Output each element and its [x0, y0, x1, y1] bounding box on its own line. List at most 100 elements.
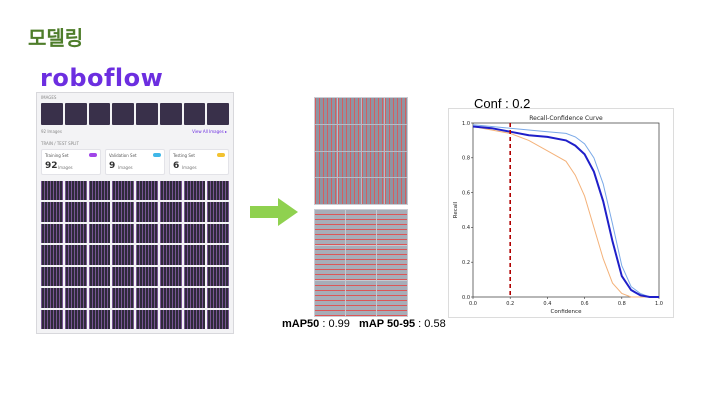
card-unit: Images — [182, 165, 197, 170]
thumbnail — [315, 245, 345, 281]
thumbnail — [159, 309, 182, 329]
x-axis-label: Confidence — [551, 309, 583, 315]
map5095-label: mAP 50-95 — [359, 318, 416, 330]
card-label: Validation Set — [109, 153, 137, 158]
thumbnail — [315, 98, 338, 124]
thumbnail — [41, 103, 63, 125]
thumbnail — [384, 98, 407, 124]
thumbnail — [346, 245, 376, 281]
thumbnail — [159, 245, 182, 265]
thumbnail — [112, 266, 134, 287]
card-unit: Images — [58, 165, 73, 170]
image-grid — [41, 181, 229, 329]
slide-title: 모델링 — [28, 26, 84, 50]
right-arrow-icon — [250, 198, 298, 226]
thumbnail — [338, 151, 361, 178]
thumbnail — [112, 223, 134, 244]
series-line-all — [472, 125, 659, 298]
roboflow-logo: roboflow — [40, 64, 164, 92]
thumbnail — [64, 202, 87, 222]
validation-set-card: Validation Set 9 Images — [105, 149, 165, 175]
thumbnail — [183, 245, 206, 265]
image-count: 92 Images — [41, 129, 62, 134]
detection-results-mosaic-bottom — [314, 209, 408, 317]
y-tick-label: 0.0 — [462, 295, 470, 301]
map50-value: : 0.99 — [319, 318, 350, 330]
thumbnail — [41, 266, 63, 287]
thumbnail — [88, 288, 111, 308]
thumbnail — [207, 103, 229, 125]
thumbnail — [136, 103, 158, 125]
testing-badge — [217, 153, 225, 157]
thumbnail — [338, 98, 361, 124]
thumbnail — [207, 309, 229, 329]
thumbnail — [183, 181, 206, 201]
thumbnail — [384, 151, 407, 178]
training-badge — [89, 153, 97, 157]
thumbnail — [361, 124, 384, 151]
thumbnail — [207, 266, 229, 287]
thumbnail — [41, 223, 63, 244]
thumbnail — [88, 223, 111, 244]
thumbnail — [136, 309, 158, 329]
image-thumbnail-strip — [41, 103, 229, 125]
thumbnail — [88, 266, 111, 287]
x-tick-label: 0.4 — [543, 301, 551, 307]
card-count: 92 — [45, 161, 58, 171]
card-unit: Images — [118, 165, 133, 170]
thumbnail — [207, 202, 229, 222]
thumbnail — [207, 245, 229, 265]
y-tick-label: 0.8 — [462, 156, 470, 162]
thumbnail — [112, 309, 134, 329]
thumbnail — [183, 266, 206, 287]
thumbnail — [112, 181, 134, 201]
map50-label: mAP50 — [282, 318, 320, 330]
thumbnail — [112, 103, 134, 125]
thumbnail — [136, 245, 158, 265]
thumbnail — [315, 178, 338, 204]
plot-frame — [472, 122, 660, 298]
model-metrics: mAP50 : 0.99 mAP 50-95 : 0.58 — [282, 318, 446, 330]
thumbnail — [112, 245, 134, 265]
y-tick-label: 0.2 — [462, 260, 470, 266]
validation-badge — [153, 153, 161, 157]
thumbnail — [64, 288, 87, 308]
thumbnail — [315, 124, 338, 151]
thumbnail — [159, 266, 182, 287]
card-count: 9 — [109, 161, 116, 171]
thumbnail — [183, 223, 206, 244]
roboflow-dataset-screenshot: IMAGES 92 Images View All Images ▸ TRAIN… — [36, 92, 234, 334]
y-axis-label: Recall — [453, 201, 459, 218]
thumbnail — [361, 178, 384, 204]
thumbnail — [346, 210, 376, 245]
thumbnail — [41, 202, 63, 222]
series-line-class_a — [472, 124, 659, 298]
x-tick-label: 1.0 — [655, 301, 663, 307]
thumbnail — [112, 202, 134, 222]
thumbnail — [41, 309, 63, 329]
thumbnail — [315, 151, 338, 178]
thumbnail — [159, 223, 182, 244]
thumbnail — [315, 281, 345, 316]
thumbnail — [88, 202, 111, 222]
thumbnail — [136, 266, 158, 287]
view-all-images-link[interactable]: View All Images ▸ — [192, 129, 227, 134]
split-cards: Training Set 92 Images Validation Set 9 … — [41, 149, 229, 175]
thumbnail — [136, 202, 158, 222]
thumbnail — [136, 223, 158, 244]
thumbnail — [64, 223, 87, 244]
thumbnail — [159, 202, 182, 222]
recall-confidence-chart: Recall-Confidence CurveConfidenceRecall0… — [448, 108, 674, 318]
card-label: Training Set — [45, 153, 69, 158]
thumbnail — [346, 281, 376, 316]
thumbnail — [41, 288, 63, 308]
thumbnail — [41, 181, 63, 201]
thumbnail — [88, 181, 111, 201]
y-tick-label: 0.6 — [462, 190, 470, 196]
thumbnail — [64, 103, 87, 125]
split-label: TRAIN / TEST SPLIT — [41, 141, 79, 146]
thumbnail — [183, 202, 206, 222]
thumbnail — [207, 181, 229, 201]
thumbnail — [377, 245, 407, 281]
confidence-threshold-label: Conf : 0.2 — [474, 96, 531, 111]
